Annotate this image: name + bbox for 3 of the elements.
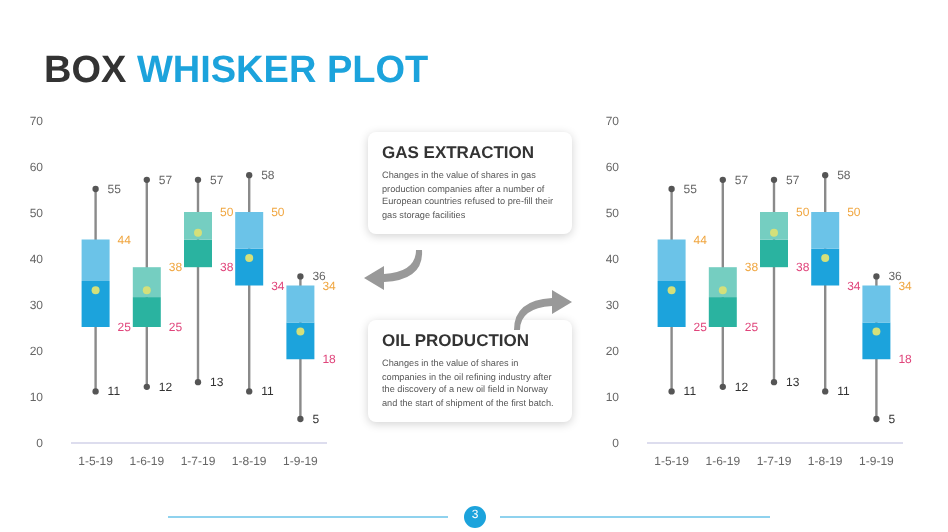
text: GAS EXTRACTION (382, 142, 537, 162)
chart-title: BOX WHISKER PLOT (44, 50, 429, 92)
text: OIL PRODUCTION (382, 330, 532, 350)
